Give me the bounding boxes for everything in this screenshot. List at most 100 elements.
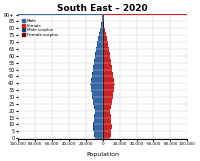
Bar: [103, 39, 107, 40]
Bar: [103, 72, 113, 73]
Bar: [93, 129, 94, 131]
X-axis label: Population: Population: [86, 152, 119, 157]
Bar: [96, 50, 103, 51]
Bar: [103, 24, 104, 25]
Bar: [95, 54, 103, 55]
Bar: [94, 135, 103, 136]
Bar: [93, 125, 103, 126]
Bar: [103, 46, 108, 47]
Bar: [103, 44, 108, 46]
Bar: [101, 26, 103, 28]
Bar: [94, 115, 103, 117]
Bar: [103, 62, 111, 63]
Bar: [93, 124, 103, 125]
Bar: [95, 110, 103, 111]
Bar: [93, 103, 103, 104]
Bar: [103, 106, 111, 107]
Bar: [103, 117, 111, 118]
Bar: [103, 77, 113, 78]
Bar: [103, 25, 104, 26]
Bar: [93, 70, 103, 72]
Bar: [95, 55, 103, 57]
Bar: [99, 34, 103, 36]
Bar: [97, 44, 103, 46]
Bar: [103, 114, 111, 115]
Bar: [94, 121, 103, 122]
Bar: [103, 111, 110, 113]
Bar: [93, 66, 94, 67]
Bar: [103, 40, 107, 41]
Bar: [94, 117, 103, 118]
Bar: [92, 96, 93, 98]
Bar: [91, 85, 103, 87]
Bar: [103, 95, 113, 96]
Bar: [103, 41, 108, 43]
Bar: [103, 22, 104, 24]
Bar: [94, 135, 95, 136]
Bar: [103, 54, 110, 55]
Bar: [103, 84, 115, 85]
Bar: [94, 59, 95, 61]
Bar: [100, 28, 101, 29]
Bar: [102, 19, 103, 21]
Bar: [98, 36, 99, 37]
Bar: [93, 65, 103, 66]
Bar: [103, 70, 112, 72]
Bar: [94, 62, 103, 63]
Bar: [92, 72, 93, 73]
Bar: [103, 52, 110, 54]
Bar: [103, 122, 111, 124]
Bar: [103, 91, 114, 92]
Bar: [93, 67, 103, 69]
Bar: [103, 102, 112, 103]
Bar: [95, 111, 103, 113]
Bar: [103, 67, 112, 69]
Bar: [93, 126, 94, 128]
Bar: [96, 51, 103, 52]
Bar: [103, 43, 108, 44]
Bar: [97, 41, 98, 43]
Bar: [103, 89, 114, 91]
Bar: [103, 47, 109, 48]
Bar: [93, 103, 94, 104]
Bar: [93, 100, 103, 102]
Bar: [93, 122, 103, 124]
Bar: [94, 114, 95, 115]
Bar: [103, 78, 114, 80]
Bar: [95, 109, 103, 110]
Bar: [93, 124, 94, 125]
Bar: [94, 118, 103, 120]
Bar: [91, 83, 103, 84]
Bar: [103, 37, 107, 39]
Bar: [103, 69, 112, 70]
Bar: [102, 18, 103, 19]
Bar: [103, 133, 111, 135]
Bar: [93, 102, 103, 103]
Bar: [103, 109, 110, 110]
Bar: [93, 125, 94, 126]
Bar: [103, 21, 104, 22]
Bar: [103, 48, 109, 50]
Bar: [103, 137, 110, 139]
Bar: [103, 131, 111, 132]
Bar: [93, 128, 94, 129]
Bar: [92, 96, 103, 98]
Bar: [100, 29, 103, 30]
Bar: [103, 118, 111, 120]
Bar: [94, 115, 95, 117]
Bar: [102, 15, 103, 17]
Bar: [94, 107, 103, 109]
Bar: [103, 104, 111, 106]
Bar: [95, 52, 96, 54]
Bar: [95, 57, 103, 58]
Bar: [103, 121, 111, 122]
Bar: [94, 59, 103, 61]
Bar: [102, 21, 103, 22]
Bar: [94, 136, 95, 137]
Bar: [97, 46, 103, 47]
Bar: [103, 98, 113, 99]
Bar: [103, 87, 114, 88]
Bar: [101, 22, 103, 24]
Bar: [91, 87, 103, 88]
Bar: [93, 129, 103, 131]
